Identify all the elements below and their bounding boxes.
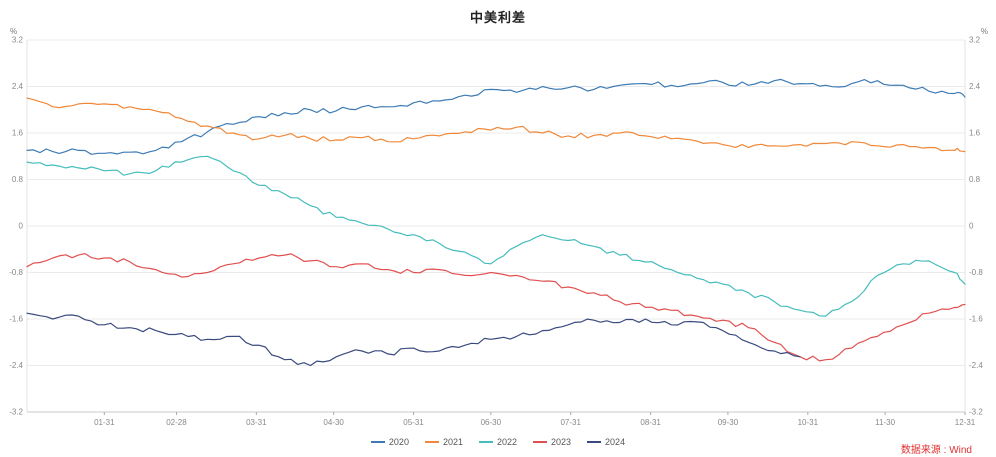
- series-line-2024: [26, 312, 801, 367]
- legend-label: 2024: [605, 437, 626, 447]
- legend-label: 2020: [388, 437, 409, 447]
- legend-item-2020[interactable]: 2020: [370, 437, 409, 447]
- y-tick-label-left: 0: [19, 222, 24, 231]
- series-line-2023: [26, 253, 966, 362]
- y-tick-label-right: 1.6: [969, 129, 981, 138]
- x-tick-label: 02-28: [166, 418, 187, 427]
- x-tick-label: 09-30: [718, 418, 739, 427]
- y-tick-label-right: -2.4: [969, 361, 983, 370]
- x-tick-label: 11-30: [875, 418, 895, 427]
- y-axis-unit-right: %: [980, 27, 988, 36]
- x-tick-label: 10-31: [798, 418, 819, 427]
- x-tick-label: 12-31: [955, 418, 976, 427]
- x-tick-label: 01-31: [94, 418, 115, 427]
- y-tick-label-left: 0.8: [12, 175, 24, 184]
- x-tick-label: 07-31: [560, 418, 581, 427]
- y-tick-label-right: -3.2: [969, 408, 983, 417]
- x-tick-label: 05-31: [403, 418, 424, 427]
- series-line-2022: [26, 155, 966, 317]
- legend-item-2022[interactable]: 2022: [478, 437, 518, 447]
- legend-label: 2021: [442, 437, 463, 447]
- x-tick-label: 06-30: [481, 418, 502, 427]
- y-tick-label-left: -1.6: [9, 315, 23, 324]
- legend-label: 2023: [551, 437, 572, 447]
- y-tick-label-left: -0.8: [9, 268, 23, 277]
- series-line-2021: [26, 97, 966, 153]
- y-tick-label-right: 3.2: [969, 36, 981, 45]
- legend-marker-2022: [478, 441, 493, 443]
- legend-item-2021[interactable]: 2021: [424, 437, 463, 447]
- chart-title: 中美利差: [469, 10, 526, 25]
- y-axis-unit-left: %: [10, 27, 18, 36]
- legend-marker-2021: [424, 441, 439, 443]
- legend-item-2023[interactable]: 2023: [533, 437, 571, 447]
- legend-marker-2020: [370, 441, 385, 443]
- y-tick-label-right: 0: [969, 222, 974, 231]
- legend-marker-2024: [587, 441, 602, 443]
- x-tick-label: 08-31: [640, 418, 661, 427]
- y-tick-label-left: -3.2: [9, 408, 23, 417]
- x-tick-label: 03-31: [246, 418, 267, 427]
- legend-marker-2023: [533, 441, 548, 443]
- y-tick-label-left: 2.4: [12, 82, 24, 91]
- y-tick-label-left: 1.6: [12, 129, 24, 138]
- series-line-2020: [26, 78, 966, 155]
- legend-label: 2022: [496, 437, 518, 447]
- y-tick-label-left: 3.2: [12, 36, 24, 45]
- y-tick-label-left: -2.4: [9, 361, 23, 370]
- y-tick-label-right: -0.8: [969, 268, 983, 277]
- x-tick-label: 04-30: [323, 418, 344, 427]
- data-source-note: 数据来源 : Wind: [900, 445, 972, 456]
- chart-legend: 2020 2021 2022 2023 2024: [0, 437, 996, 447]
- y-tick-label-right: 0.8: [969, 175, 981, 184]
- y-tick-label-right: 2.4: [969, 82, 981, 91]
- y-tick-label-right: -1.6: [969, 315, 983, 324]
- legend-item-2024[interactable]: 2024: [587, 437, 625, 447]
